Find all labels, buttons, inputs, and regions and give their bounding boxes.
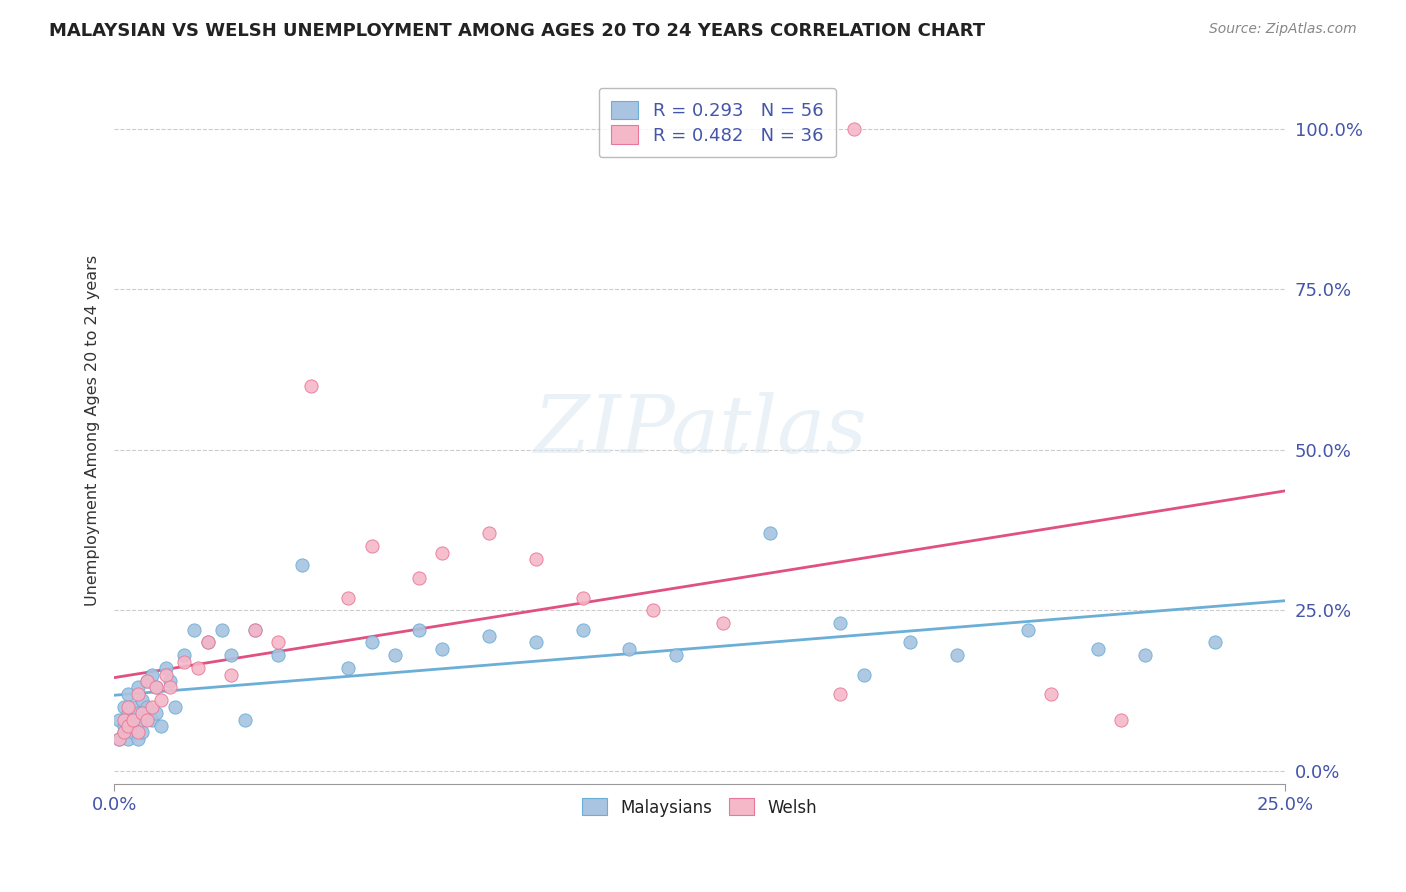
Point: [150, 719, 173, 733]
Point: [571, 591, 593, 605]
Point: [122, 713, 145, 727]
Point: [131, 713, 153, 727]
Point: [117, 731, 139, 746]
Point: [141, 699, 163, 714]
Point: [1133, 648, 1156, 663]
Point: [165, 699, 187, 714]
Point: [408, 623, 430, 637]
Point: [117, 706, 139, 720]
Point: [267, 635, 290, 649]
Point: [299, 378, 322, 392]
Point: [430, 545, 453, 559]
Point: [127, 681, 149, 695]
Point: [1204, 635, 1226, 649]
Point: [141, 667, 163, 681]
Point: [233, 713, 256, 727]
Point: [711, 616, 734, 631]
Point: [127, 706, 149, 720]
Point: [117, 699, 139, 714]
Point: [337, 591, 360, 605]
Point: [641, 603, 664, 617]
Point: [136, 699, 159, 714]
Point: [197, 635, 219, 649]
Point: [1087, 641, 1109, 656]
Point: [117, 687, 139, 701]
Point: [243, 623, 266, 637]
Point: [145, 681, 167, 695]
Point: [1017, 623, 1039, 637]
Point: [159, 673, 181, 688]
Point: [131, 725, 153, 739]
Point: [524, 635, 547, 649]
Point: [900, 635, 922, 649]
Point: [290, 558, 312, 573]
Point: [173, 655, 195, 669]
Point: [1039, 687, 1062, 701]
Point: [127, 687, 149, 701]
Point: [197, 635, 219, 649]
Point: [108, 731, 131, 746]
Point: [122, 725, 145, 739]
Point: [665, 648, 688, 663]
Point: [830, 616, 852, 631]
Point: [187, 661, 209, 675]
Point: [131, 693, 153, 707]
Point: [211, 623, 233, 637]
Point: [122, 713, 145, 727]
Point: [136, 673, 159, 688]
Point: [112, 699, 135, 714]
Point: [173, 648, 195, 663]
Point: [478, 629, 501, 643]
Point: [337, 661, 360, 675]
Point: [844, 121, 866, 136]
Point: [112, 725, 135, 739]
Point: [127, 725, 149, 739]
Text: Source: ZipAtlas.com: Source: ZipAtlas.com: [1209, 22, 1357, 37]
Text: ZIPatlas: ZIPatlas: [533, 392, 866, 469]
Point: [384, 648, 406, 663]
Point: [852, 667, 875, 681]
Point: [183, 623, 205, 637]
Point: [1109, 713, 1132, 727]
Point: [131, 706, 153, 720]
Point: [136, 673, 159, 688]
Point: [117, 719, 139, 733]
Point: [117, 719, 139, 733]
Point: [141, 713, 163, 727]
Point: [267, 648, 290, 663]
Point: [155, 667, 177, 681]
Point: [243, 623, 266, 637]
Text: MALAYSIAN VS WELSH UNEMPLOYMENT AMONG AGES 20 TO 24 YEARS CORRELATION CHART: MALAYSIAN VS WELSH UNEMPLOYMENT AMONG AG…: [49, 22, 986, 40]
Point: [145, 706, 167, 720]
Legend: Malaysians, Welsh: Malaysians, Welsh: [574, 790, 825, 825]
Point: [150, 693, 173, 707]
Point: [524, 552, 547, 566]
Point: [108, 713, 131, 727]
Point: [159, 681, 181, 695]
Point: [122, 699, 145, 714]
Point: [219, 667, 242, 681]
Point: [408, 571, 430, 585]
Point: [112, 713, 135, 727]
Point: [619, 641, 641, 656]
Point: [219, 648, 242, 663]
Point: [360, 635, 382, 649]
Point: [136, 713, 159, 727]
Point: [112, 725, 135, 739]
Point: [155, 661, 177, 675]
Point: [430, 641, 453, 656]
Point: [112, 719, 135, 733]
Point: [946, 648, 969, 663]
Point: [127, 731, 149, 746]
Point: [145, 681, 167, 695]
Point: [830, 687, 852, 701]
Point: [571, 623, 593, 637]
Point: [108, 731, 131, 746]
Point: [360, 539, 382, 553]
Point: [478, 526, 501, 541]
Point: [759, 526, 782, 541]
Y-axis label: Unemployment Among Ages 20 to 24 years: Unemployment Among Ages 20 to 24 years: [86, 255, 100, 607]
